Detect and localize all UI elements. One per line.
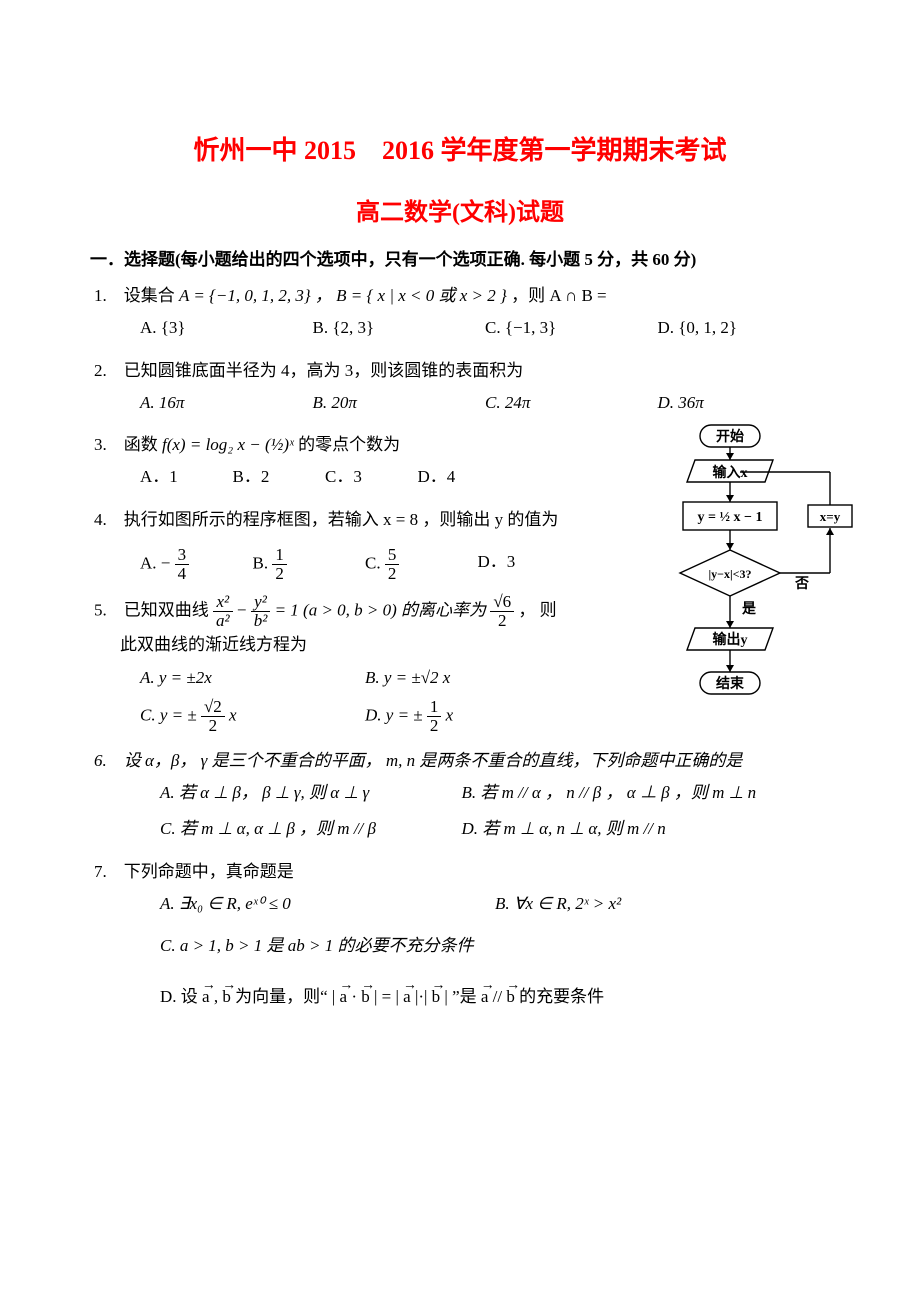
- q4-a-sign: −: [161, 553, 171, 572]
- vec-b-2: b: [361, 981, 370, 1013]
- q3-stem-math: f(x) = log₂ x − (½)ˣ: [162, 435, 294, 454]
- title-main: 忻州一中 2015 2016 学年度第一学期期末考试: [90, 130, 830, 167]
- title-sub: 高二数学(文科)试题: [90, 192, 830, 227]
- q6-stem: 6. 设 α，β， γ 是三个不重合的平面， m, n 是两条不重合的直线，下列…: [94, 751, 742, 770]
- q7-opt-c: C. a > 1, b > 1 是 ab > 1 的必要不充分条件: [160, 936, 474, 955]
- q7-d-mid4: | ”是: [444, 987, 480, 1006]
- question-7: 7. 下列命题中，真命题是 A. ∃x₀ ∈ R, eˣ⁰ ≤ 0 B. ∀x …: [90, 856, 830, 1013]
- q1-opt-b: B. {2, 3}: [313, 318, 375, 337]
- q7-d-mid3: |·|: [415, 987, 432, 1006]
- q5-opt-b: B. y = ±√2 x: [365, 668, 450, 687]
- svg-text:|y−x|<3?: |y−x|<3?: [709, 567, 752, 581]
- q1-opt-c: C. {−1, 3}: [485, 318, 556, 337]
- q4-stem: 4. 执行如图所示的程序框图，若输入 x = 8 ，则输出 y 的值为: [90, 504, 610, 536]
- svg-text:否: 否: [794, 576, 809, 592]
- q3-opt-d: D．4: [418, 461, 511, 493]
- q5-h1: x²a²: [213, 593, 233, 630]
- q5-opt-d-frac: 12: [427, 698, 442, 735]
- q5-stem-mid: = 1 (a > 0, b > 0) 的离心率为: [275, 600, 491, 619]
- vec-a-4: a: [481, 981, 489, 1013]
- q4-opt-b-frac: 12: [272, 546, 287, 583]
- q3-opt-b: B．2: [233, 461, 326, 493]
- q6-opt-a: A. 若 α ⊥ β， β ⊥ γ, 则 α ⊥ γ: [160, 783, 369, 802]
- q7-opt-b: B. ∀x ∈ R, 2ˣ > x²: [495, 894, 621, 913]
- q4-opt-d: D．3: [478, 546, 591, 583]
- q6-opt-d: D. 若 m ⊥ α, n ⊥ α, 则 m // n: [462, 819, 666, 838]
- q5-opt-c-post: x: [229, 705, 237, 724]
- q7-opt-a: A. ∃x₀ ∈ R, eˣ⁰ ≤ 0: [160, 894, 291, 913]
- q7-d-pre: D. 设: [160, 987, 202, 1006]
- vec-b-1: b: [222, 981, 231, 1013]
- q5-opt-a: A. y = ±2x: [140, 668, 212, 687]
- section-header: 一．选择题(每小题给出的四个选项中，只有一个选项正确. 每小题 5 分，共 60…: [90, 245, 830, 270]
- q1-opt-a: A. {3}: [140, 318, 186, 337]
- q3-stem-post: 的零点个数为: [298, 435, 400, 454]
- q6-opt-b: B. 若 m // α ， n // β ， α ⊥ β ，则 m ⊥ n: [462, 783, 757, 802]
- q5-opt-c-frac: √22: [201, 698, 225, 735]
- vec-a-2: a: [340, 981, 348, 1013]
- q1-stem-math: A = {−1, 0, 1, 2, 3} ， B = { x | x < 0 或…: [179, 286, 507, 305]
- q3-opt-a: A．1: [140, 461, 233, 493]
- svg-text:是: 是: [742, 601, 757, 617]
- q7-d-mid: 为向量，则“ |: [235, 987, 339, 1006]
- q1-opt-d: D. {0, 1, 2}: [658, 318, 738, 337]
- svg-text:结束: 结束: [716, 675, 745, 692]
- svg-text:y = ½ x − 1: y = ½ x − 1: [698, 510, 763, 525]
- q4-opt-c-frac: 52: [385, 546, 400, 583]
- q7-d-mid2: | = |: [374, 987, 403, 1006]
- q2-stem: 2. 已知圆锥底面半径为 4，高为 3，则该圆锥的表面积为: [90, 355, 830, 387]
- q5-h2: y²b²: [251, 593, 271, 630]
- q7-d-post: 的充要条件: [519, 987, 604, 1006]
- q1-stem-post: ，则 A ∩ B =: [511, 286, 607, 305]
- q5-opt-d-pre: D. y = ±: [365, 705, 423, 724]
- q4-opt-c-label: C.: [365, 553, 385, 572]
- vec-b-3: b: [432, 981, 441, 1013]
- q7-stem: 7. 下列命题中，真命题是: [90, 856, 830, 888]
- q4-opt-a-label: A.: [140, 553, 161, 572]
- flowchart-svg: 开始 输入x y = ½ x − 1 |y−x|<3? 是 否 x=y: [645, 420, 865, 730]
- q5-opt-c-pre: C. y = ±: [140, 705, 197, 724]
- q2-opt-a: A. 16π: [140, 393, 184, 412]
- q4-opt-a-frac: 34: [175, 546, 190, 583]
- q3-stem-pre: 3. 函数: [94, 435, 162, 454]
- q5-stem-post: ， 则: [518, 600, 556, 619]
- question-2: 2. 已知圆锥底面半径为 4，高为 3，则该圆锥的表面积为 A. 16π B. …: [90, 355, 830, 420]
- q5-opt-d-post: x: [446, 705, 454, 724]
- question-1: 1. 设集合 A = {−1, 0, 1, 2, 3} ， B = { x | …: [90, 280, 830, 345]
- q2-opt-b: B. 20π: [313, 393, 357, 412]
- q2-opt-c: C. 24π: [485, 393, 530, 412]
- svg-text:x=y: x=y: [820, 509, 841, 524]
- q3-opt-c: C．3: [325, 461, 418, 493]
- flowchart: 开始 输入x y = ½ x − 1 |y−x|<3? 是 否 x=y: [645, 420, 865, 735]
- question-6: 6. 设 α，β， γ 是三个不重合的平面， m, n 是两条不重合的直线，下列…: [90, 745, 830, 846]
- svg-text:开始: 开始: [716, 428, 744, 445]
- q4-opt-b-label: B.: [253, 553, 273, 572]
- q6-opt-c: C. 若 m ⊥ α, α ⊥ β ，则 m // β: [160, 819, 376, 838]
- vec-b-4: b: [506, 981, 515, 1013]
- q1-stem-pre: 1. 设集合: [94, 286, 179, 305]
- q2-opt-d: D. 36π: [658, 393, 704, 412]
- q5-ecc: √62: [490, 593, 514, 630]
- q5-stem-pre: 5. 已知双曲线: [94, 600, 213, 619]
- vec-a-1: a: [202, 981, 210, 1013]
- vec-a-3: a: [403, 981, 411, 1013]
- svg-text:输出y: 输出y: [713, 631, 748, 648]
